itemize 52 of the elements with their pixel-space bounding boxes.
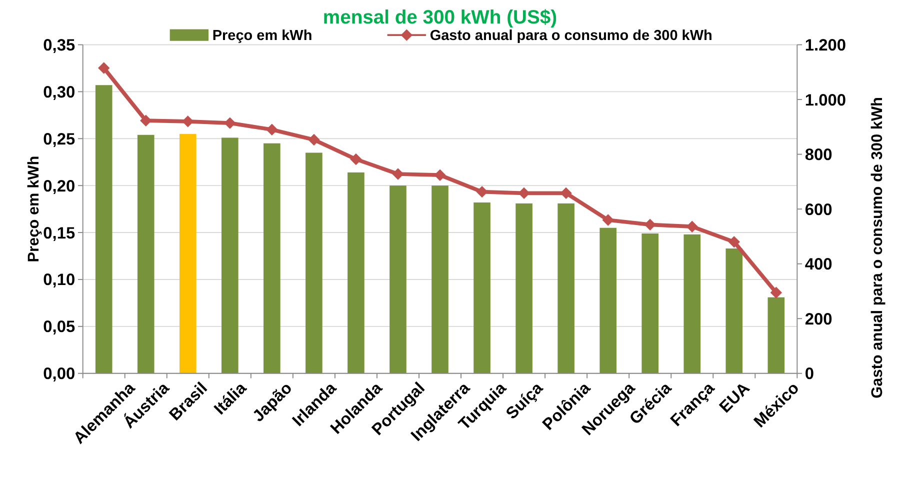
y-tick-label: 0,20 [43,177,76,196]
point [602,214,614,226]
legend-label: Preço em kWh [212,28,312,44]
bar [137,134,154,374]
y-tick-label: 0,10 [43,271,76,290]
y-tick-label: 0,15 [43,224,76,242]
bar [726,248,743,374]
point [728,236,740,248]
y-tick-label: 0,05 [43,318,76,336]
bar [516,203,532,374]
bar [95,85,112,374]
y2-tick-label: 200 [804,310,832,328]
y2-tick-label: 1.000 [804,91,846,110]
bar [306,152,322,374]
point [266,124,278,136]
point [644,219,656,230]
bar [222,138,238,374]
bar [179,134,196,374]
y2-tick-label: 600 [804,200,832,219]
bar [684,234,701,374]
bar [768,297,785,374]
point [392,168,404,180]
point [140,115,152,126]
y-tick-label: 0,35 [43,36,76,54]
point [686,221,698,232]
y2-tick-label: 1.200 [804,36,846,54]
bar [642,233,658,374]
y-tick-label: 0,30 [43,83,76,102]
y2-axis-title: Gasto anual para o consumo de 300 kWh [869,97,886,398]
point [224,118,236,129]
bar [558,203,574,374]
point [308,134,320,146]
bar [432,186,448,374]
y2-tick-label: 800 [804,146,832,164]
bar [390,186,406,374]
chart-title: mensal de 300 kWh (US$) [322,7,558,28]
y-tick-label: 0,25 [43,130,76,148]
y-tick-label: 0,00 [43,365,76,384]
bar [348,172,364,374]
point [770,287,782,298]
point [182,116,194,127]
y2-tick-label: 0 [804,365,814,384]
point [560,188,572,199]
point [98,62,110,74]
bar [264,143,280,374]
bar [474,202,490,374]
legend-label: Gasto anual para o consumo de 300 kWh [430,28,712,44]
point [350,154,362,165]
bar [600,228,616,374]
point [434,170,446,181]
y2-tick-label: 400 [804,256,832,274]
y-axis-title: Preço em kWh [25,156,42,262]
